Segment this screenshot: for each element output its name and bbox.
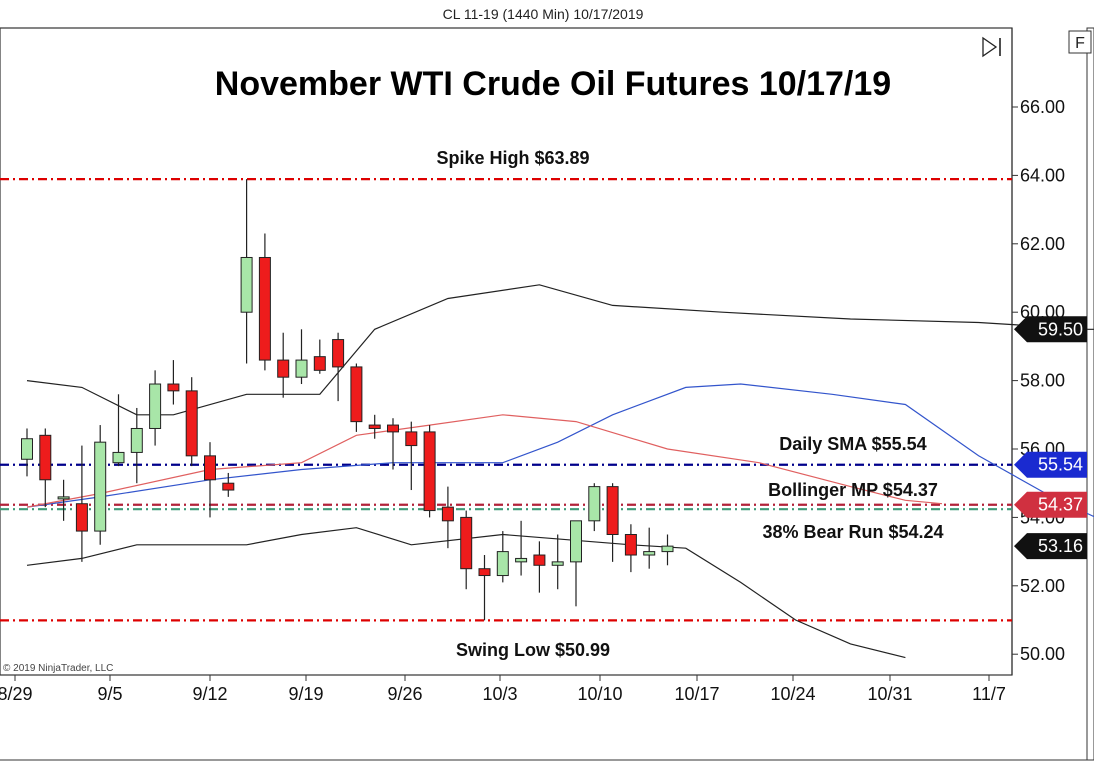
y-tick-label: 52.00: [1020, 576, 1065, 596]
x-tick-label: 9/19: [288, 684, 323, 704]
candle-body: [167, 383, 180, 392]
candle-body: [624, 534, 637, 556]
candle-body: [441, 506, 454, 522]
price-tags: 59.50 55.54 54.37 53.16: [1014, 316, 1087, 560]
chart-title: November WTI Crude Oil Futures 10/17/19: [215, 65, 891, 103]
candle-body: [204, 455, 216, 481]
candle-body: [222, 482, 235, 491]
candles: [21, 179, 674, 621]
candle-body: [588, 486, 601, 522]
candle-body: [643, 551, 656, 556]
price-tag-label: 59.50: [1038, 319, 1083, 339]
x-tick-label: 10/31: [867, 684, 912, 704]
f-button-label: F: [1075, 35, 1085, 52]
x-axis: 8/29 9/5 9/12 9/19 9/26 10/3 10/10 10/17 10/24 10…: [0, 675, 1006, 704]
candle-body: [258, 256, 271, 361]
price-tag-last-price: 53.16: [1014, 533, 1087, 560]
candle-body: [94, 441, 107, 532]
candle-body: [515, 557, 528, 563]
level-labels: Spike High $63.89 Daily SMA $55.54 Bolling…: [436, 148, 943, 660]
candle-body: [350, 366, 363, 423]
y-axis: 50.0052.0054.0056.0058.0060.0062.0064.00…: [1012, 97, 1065, 664]
sma-line: [26, 383, 1094, 518]
candle-body: [313, 356, 326, 371]
candle-body: [332, 339, 345, 368]
level-label-bear-run-38: 38% Bear Run $54.24: [762, 522, 943, 542]
candle-body: [496, 551, 509, 577]
price-tag-daily-sma: 55.54: [1014, 451, 1087, 478]
price-tag-bollinger-upper: 59.50: [1014, 316, 1087, 343]
level-label-swing-low: Swing Low $50.99: [456, 640, 610, 660]
y-tick-label: 62.00: [1020, 234, 1065, 254]
scroll-to-end-icon[interactable]: [982, 36, 1001, 58]
x-tick-label: 9/12: [192, 684, 227, 704]
level-label-daily-sma: Daily SMA $55.54: [779, 434, 926, 454]
candle-body: [130, 427, 143, 453]
level-label-spike-high: Spike High $63.89: [436, 148, 589, 168]
price-tag-label: 53.16: [1038, 536, 1083, 556]
candle-body: [405, 431, 418, 447]
candle-body: [39, 434, 52, 481]
candle-body: [21, 438, 33, 460]
y-tick-label: 50.00: [1020, 644, 1065, 664]
candle-body: [149, 383, 162, 429]
x-tick-label: 10/24: [770, 684, 815, 704]
y-tick-label: 58.00: [1020, 371, 1065, 391]
candle-body: [185, 390, 198, 457]
candle-body: [368, 424, 381, 429]
candle-body: [570, 520, 582, 563]
plot-frame: [0, 27, 1013, 676]
candle-body: [57, 496, 70, 500]
candle-body: [423, 431, 436, 512]
candle-body: [478, 568, 491, 577]
candle-body: [533, 554, 546, 566]
level-lines: [0, 178, 1012, 622]
x-tick-label: 10/3: [482, 684, 517, 704]
candle-body: [75, 503, 88, 532]
candle-body: [240, 256, 253, 313]
indicator-lines: [26, 284, 1094, 659]
y-tick-label: 64.00: [1020, 165, 1065, 185]
candle-body: [277, 359, 290, 378]
copyright-text: © 2019 NinjaTrader, LLC: [3, 663, 113, 674]
candle-body: [295, 359, 308, 378]
chart-header: CL 11-19 (1440 Min) 10/17/2019: [443, 6, 644, 22]
x-tick-label: 9/26: [387, 684, 422, 704]
price-tag-label: 54.37: [1038, 495, 1083, 515]
candle-body: [606, 486, 619, 535]
right-border: [1086, 27, 1094, 761]
x-tick-label: 10/17: [674, 684, 719, 704]
candle-body: [661, 545, 674, 553]
x-tick-label: 10/10: [577, 684, 622, 704]
candle-body: [387, 424, 399, 433]
x-tick-label: 9/5: [97, 684, 122, 704]
bollinger-lower-line: [26, 527, 906, 659]
f-button[interactable]: F: [1068, 30, 1092, 54]
candle-body: [112, 451, 125, 464]
price-tag-label: 55.54: [1038, 455, 1083, 475]
level-label-bollinger-mp: Bollinger MP $54.37: [768, 480, 938, 500]
candle-body: [551, 561, 564, 566]
x-tick-label: 11/7: [972, 684, 1006, 704]
x-tick-label: 8/29: [0, 684, 33, 704]
y-tick-label: 66.00: [1020, 97, 1065, 117]
candle-body: [460, 516, 473, 570]
price-tag-bollinger-mp: 54.37: [1014, 491, 1087, 518]
